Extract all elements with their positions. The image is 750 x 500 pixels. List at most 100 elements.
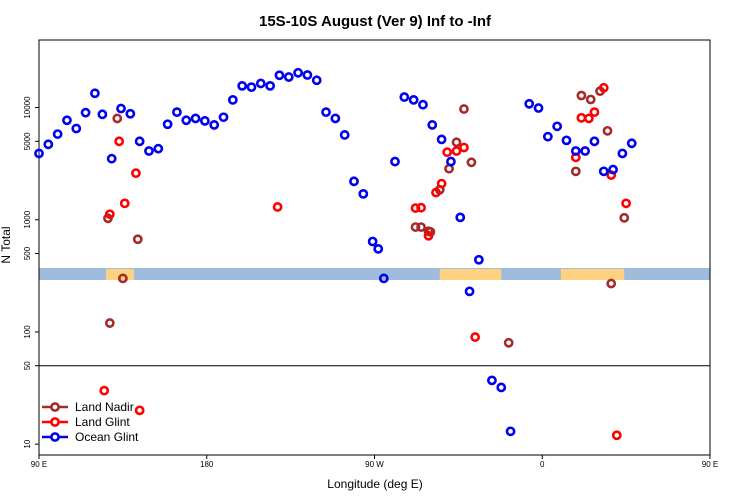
data-point (99, 385, 110, 396)
series-ocean-glint (34, 67, 637, 437)
data-point (533, 103, 544, 113)
data-point (125, 108, 136, 119)
data-point (104, 209, 115, 220)
data-point (134, 136, 145, 147)
y-axis: 10 50 100 500 1000 5000 10000 (23, 96, 39, 449)
data-point (436, 178, 447, 189)
data-point (459, 142, 469, 153)
data-point (606, 278, 617, 289)
data-point (330, 113, 341, 124)
data-point (34, 148, 44, 159)
data-point (473, 254, 484, 265)
data-point (97, 109, 108, 120)
data-point (227, 94, 238, 105)
data-point (116, 103, 126, 114)
data-point (390, 156, 400, 167)
data-point (464, 286, 475, 297)
data-point (265, 80, 276, 91)
x-tick-label: 90 W (365, 460, 384, 469)
data-point (455, 212, 466, 223)
x-tick-label: 180 (200, 460, 214, 469)
data-point (399, 92, 410, 102)
data-point (311, 75, 322, 86)
data-point (626, 138, 637, 149)
data-point (302, 70, 313, 80)
data-point (255, 78, 266, 89)
data-point (172, 107, 182, 118)
data-point (580, 146, 591, 156)
data-point (436, 134, 447, 145)
data-point (131, 168, 141, 179)
y-tick-label: 5000 (23, 132, 32, 150)
data-point (80, 107, 91, 118)
series-land-glint (99, 82, 632, 441)
legend-label: Ocean Glint (75, 430, 139, 444)
data-point (503, 337, 514, 348)
legend-marker (50, 402, 60, 412)
data-point (410, 203, 421, 213)
data-point (423, 230, 434, 241)
data-point (408, 94, 419, 105)
data-point (611, 430, 622, 441)
data-point (570, 146, 581, 156)
legend-label: Land Nadir (75, 400, 134, 414)
data-point (570, 166, 581, 177)
y-axis-label: N Total (0, 226, 13, 263)
data-point (321, 107, 331, 118)
data-point (427, 120, 438, 130)
data-point (339, 130, 350, 140)
land-segment (439, 269, 502, 280)
series-land-nadir (103, 86, 630, 348)
data-point (274, 70, 285, 81)
chart-title: 15S-10S August (Ver 9) Inf to -Inf (259, 13, 492, 30)
data-point (410, 222, 421, 232)
data-point (585, 94, 596, 105)
data-point (576, 90, 587, 101)
data-point (246, 82, 257, 93)
y-tick-label: 10000 (23, 96, 32, 119)
data-point (209, 120, 220, 130)
ocean-band (39, 268, 710, 280)
data-point (608, 164, 618, 175)
data-point (90, 88, 100, 99)
legend-marker (50, 432, 60, 442)
data-point (378, 273, 389, 284)
y-tick-label: 10 (23, 439, 32, 448)
data-point (119, 198, 130, 209)
data-point (373, 243, 384, 254)
y-tick-label: 1000 (23, 210, 32, 228)
data-point (71, 123, 82, 134)
data-point (459, 104, 469, 114)
data-point (117, 273, 128, 284)
x-tick-label: 90 E (702, 460, 718, 469)
data-point (524, 98, 535, 109)
data-point (367, 236, 378, 247)
data-point (589, 136, 600, 147)
data-point (43, 139, 54, 150)
data-point (62, 115, 72, 126)
data-point (162, 119, 173, 130)
data-point (112, 113, 123, 124)
data-point (598, 82, 609, 93)
data-point (358, 188, 369, 199)
data-point (416, 222, 426, 232)
land-ocean-strip (39, 268, 710, 280)
y-tick-label: 50 (23, 361, 32, 370)
data-point (451, 137, 462, 148)
data-point (598, 166, 609, 177)
data-point (218, 112, 229, 123)
data-point (552, 121, 563, 132)
data-point (272, 202, 283, 212)
data-point (293, 67, 303, 78)
land-segment (560, 269, 614, 280)
data-point (349, 176, 359, 187)
data-point (416, 202, 426, 213)
data-point (470, 332, 481, 342)
data-point (505, 426, 516, 437)
data-point (621, 198, 632, 209)
legend-label: Land Glint (75, 415, 130, 429)
data-point (446, 156, 456, 167)
y-tick-label: 500 (23, 246, 32, 260)
data-point (496, 382, 507, 393)
